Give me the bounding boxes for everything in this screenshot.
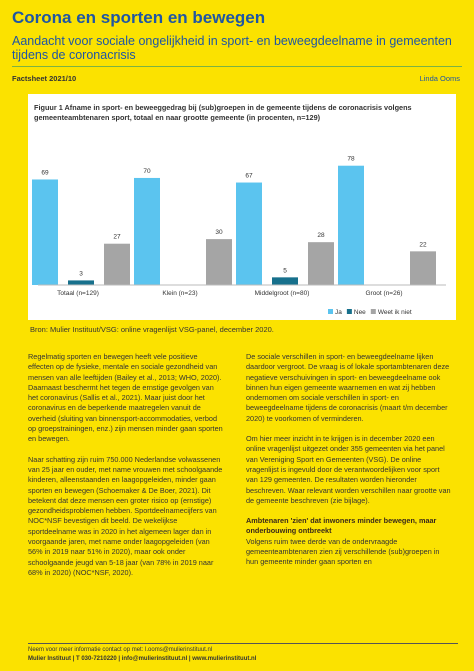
factsheet-label: Factsheet 2021/10 bbox=[12, 74, 77, 83]
bar bbox=[410, 251, 436, 285]
data-label: 69 bbox=[41, 169, 49, 176]
divider bbox=[12, 66, 462, 67]
bar bbox=[272, 277, 298, 285]
legend-swatch bbox=[370, 309, 376, 314]
bar bbox=[68, 280, 94, 285]
author: Linda Ooms bbox=[419, 74, 460, 83]
legend-swatch bbox=[328, 309, 333, 314]
x-tick-label: Groot (n=26) bbox=[365, 290, 402, 297]
data-label: 22 bbox=[419, 241, 427, 248]
footer-rule bbox=[28, 643, 458, 644]
data-label: 28 bbox=[317, 232, 325, 239]
data-label: 67 bbox=[245, 173, 253, 180]
paragraph: Naar schatting zijn ruim 750.000 Nederla… bbox=[28, 454, 223, 577]
right-column: De sociale verschillen in sport- en bewe… bbox=[246, 352, 452, 578]
paragraph: Regelmatig sporten en bewegen heeft vele… bbox=[28, 352, 223, 444]
paragraph: Om hier meer inzicht in te krijgen is in… bbox=[246, 434, 451, 505]
left-column: Regelmatig sporten en bewegen heeft vele… bbox=[28, 352, 224, 588]
data-label: 30 bbox=[215, 229, 223, 236]
bar bbox=[338, 165, 364, 285]
data-label: 3 bbox=[79, 270, 83, 277]
heading: Ambtenaren 'zien' dat inwoners minder be… bbox=[246, 516, 437, 536]
data-label: 27 bbox=[113, 234, 121, 241]
legend-label: Ja bbox=[335, 309, 342, 316]
bar bbox=[104, 243, 130, 285]
chart: Totaal (n=129) 69 3 27 Klein (n=23) 70 30 Midde… bbox=[32, 156, 446, 316]
data-label: 70 bbox=[143, 168, 151, 175]
figure-title: Figuur 1 Afname in sport- en beweeggedra… bbox=[34, 103, 412, 122]
data-label: 78 bbox=[347, 156, 355, 163]
x-tick-label: Middelgroot (n=80) bbox=[255, 290, 310, 297]
bar bbox=[308, 242, 334, 285]
paragraph: De sociale verschillen in sport- en bewe… bbox=[246, 352, 450, 423]
legend-swatch bbox=[346, 309, 352, 314]
bar bbox=[236, 182, 262, 285]
bar bbox=[32, 179, 58, 285]
bar bbox=[206, 239, 232, 285]
paragraph: Volgens ruim twee derde van de ondervraa… bbox=[246, 536, 440, 567]
x-tick-label: Totaal (n=129) bbox=[57, 290, 99, 297]
footer-address: Mulier Instituut | T 030-7210220 | info@… bbox=[28, 656, 257, 662]
title: Corona en sporten en bewegen bbox=[12, 8, 266, 27]
bar bbox=[134, 177, 160, 285]
footer-contact: Neem voor meer informatie contact op met… bbox=[28, 647, 213, 653]
data-label: 5 bbox=[283, 267, 287, 274]
legend-label: Nee bbox=[354, 309, 366, 316]
source: Bron: Mulier Instituut/VSG: online vrage… bbox=[30, 325, 274, 334]
legend-label: Weet ik niet bbox=[378, 309, 412, 316]
subtitle: Aandacht voor sociale ongelijkheid in sp… bbox=[12, 34, 452, 62]
x-tick-label: Klein (n=23) bbox=[162, 290, 197, 297]
